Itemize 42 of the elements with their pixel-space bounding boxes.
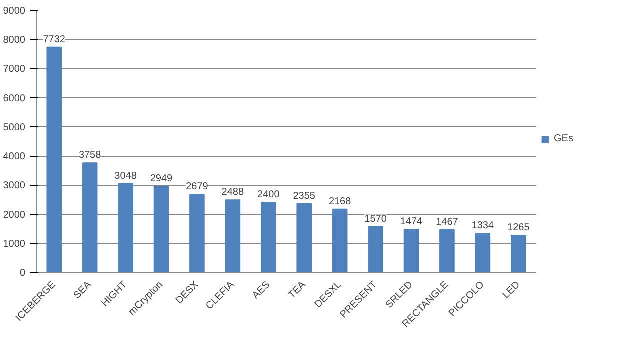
y-tick-label: 8000 [3,35,26,46]
y-tick-label: 2000 [3,210,26,221]
bar [332,208,348,272]
bar [154,186,170,272]
data-label: 2168 [328,196,352,208]
bar [46,46,62,272]
bar [118,183,134,272]
bar [368,226,384,272]
y-tick-label: 4000 [3,152,26,163]
y-tick-label: 1000 [3,238,26,250]
bar [190,194,205,272]
data-label: 1474 [400,216,424,228]
data-label: 1570 [364,214,388,225]
bar [261,202,276,272]
x-tick-label: LED [501,280,523,302]
legend-label: GEs [554,134,574,144]
y-tick-label: 7000 [3,64,26,76]
data-label: 3048 [114,170,138,182]
y-tick-label: 0 [20,268,26,279]
data-label: 3758 [78,150,102,162]
bar [225,200,241,272]
data-label: 7732 [43,34,66,46]
bar [296,203,312,272]
bar [511,235,526,272]
y-tick-label: 9000 [3,6,26,17]
data-label: 1265 [508,222,530,234]
data-label: 1467 [436,216,459,228]
bar [475,233,491,272]
data-label: 2355 [293,190,316,202]
y-tick-label: 3000 [3,180,26,192]
y-tick-label: 5000 [3,122,26,134]
data-label: 2679 [186,182,209,193]
data-label: 2949 [150,174,174,185]
x-tick-label: SEA [72,279,94,302]
bar [82,162,98,272]
data-label: 2488 [222,187,244,198]
data-label: 2400 [258,190,280,201]
x-tick-label: TEA [286,279,308,302]
data-label: 1334 [472,220,494,232]
bar [404,229,420,272]
bar [440,229,455,272]
y-tick-label: 6000 [3,93,26,104]
